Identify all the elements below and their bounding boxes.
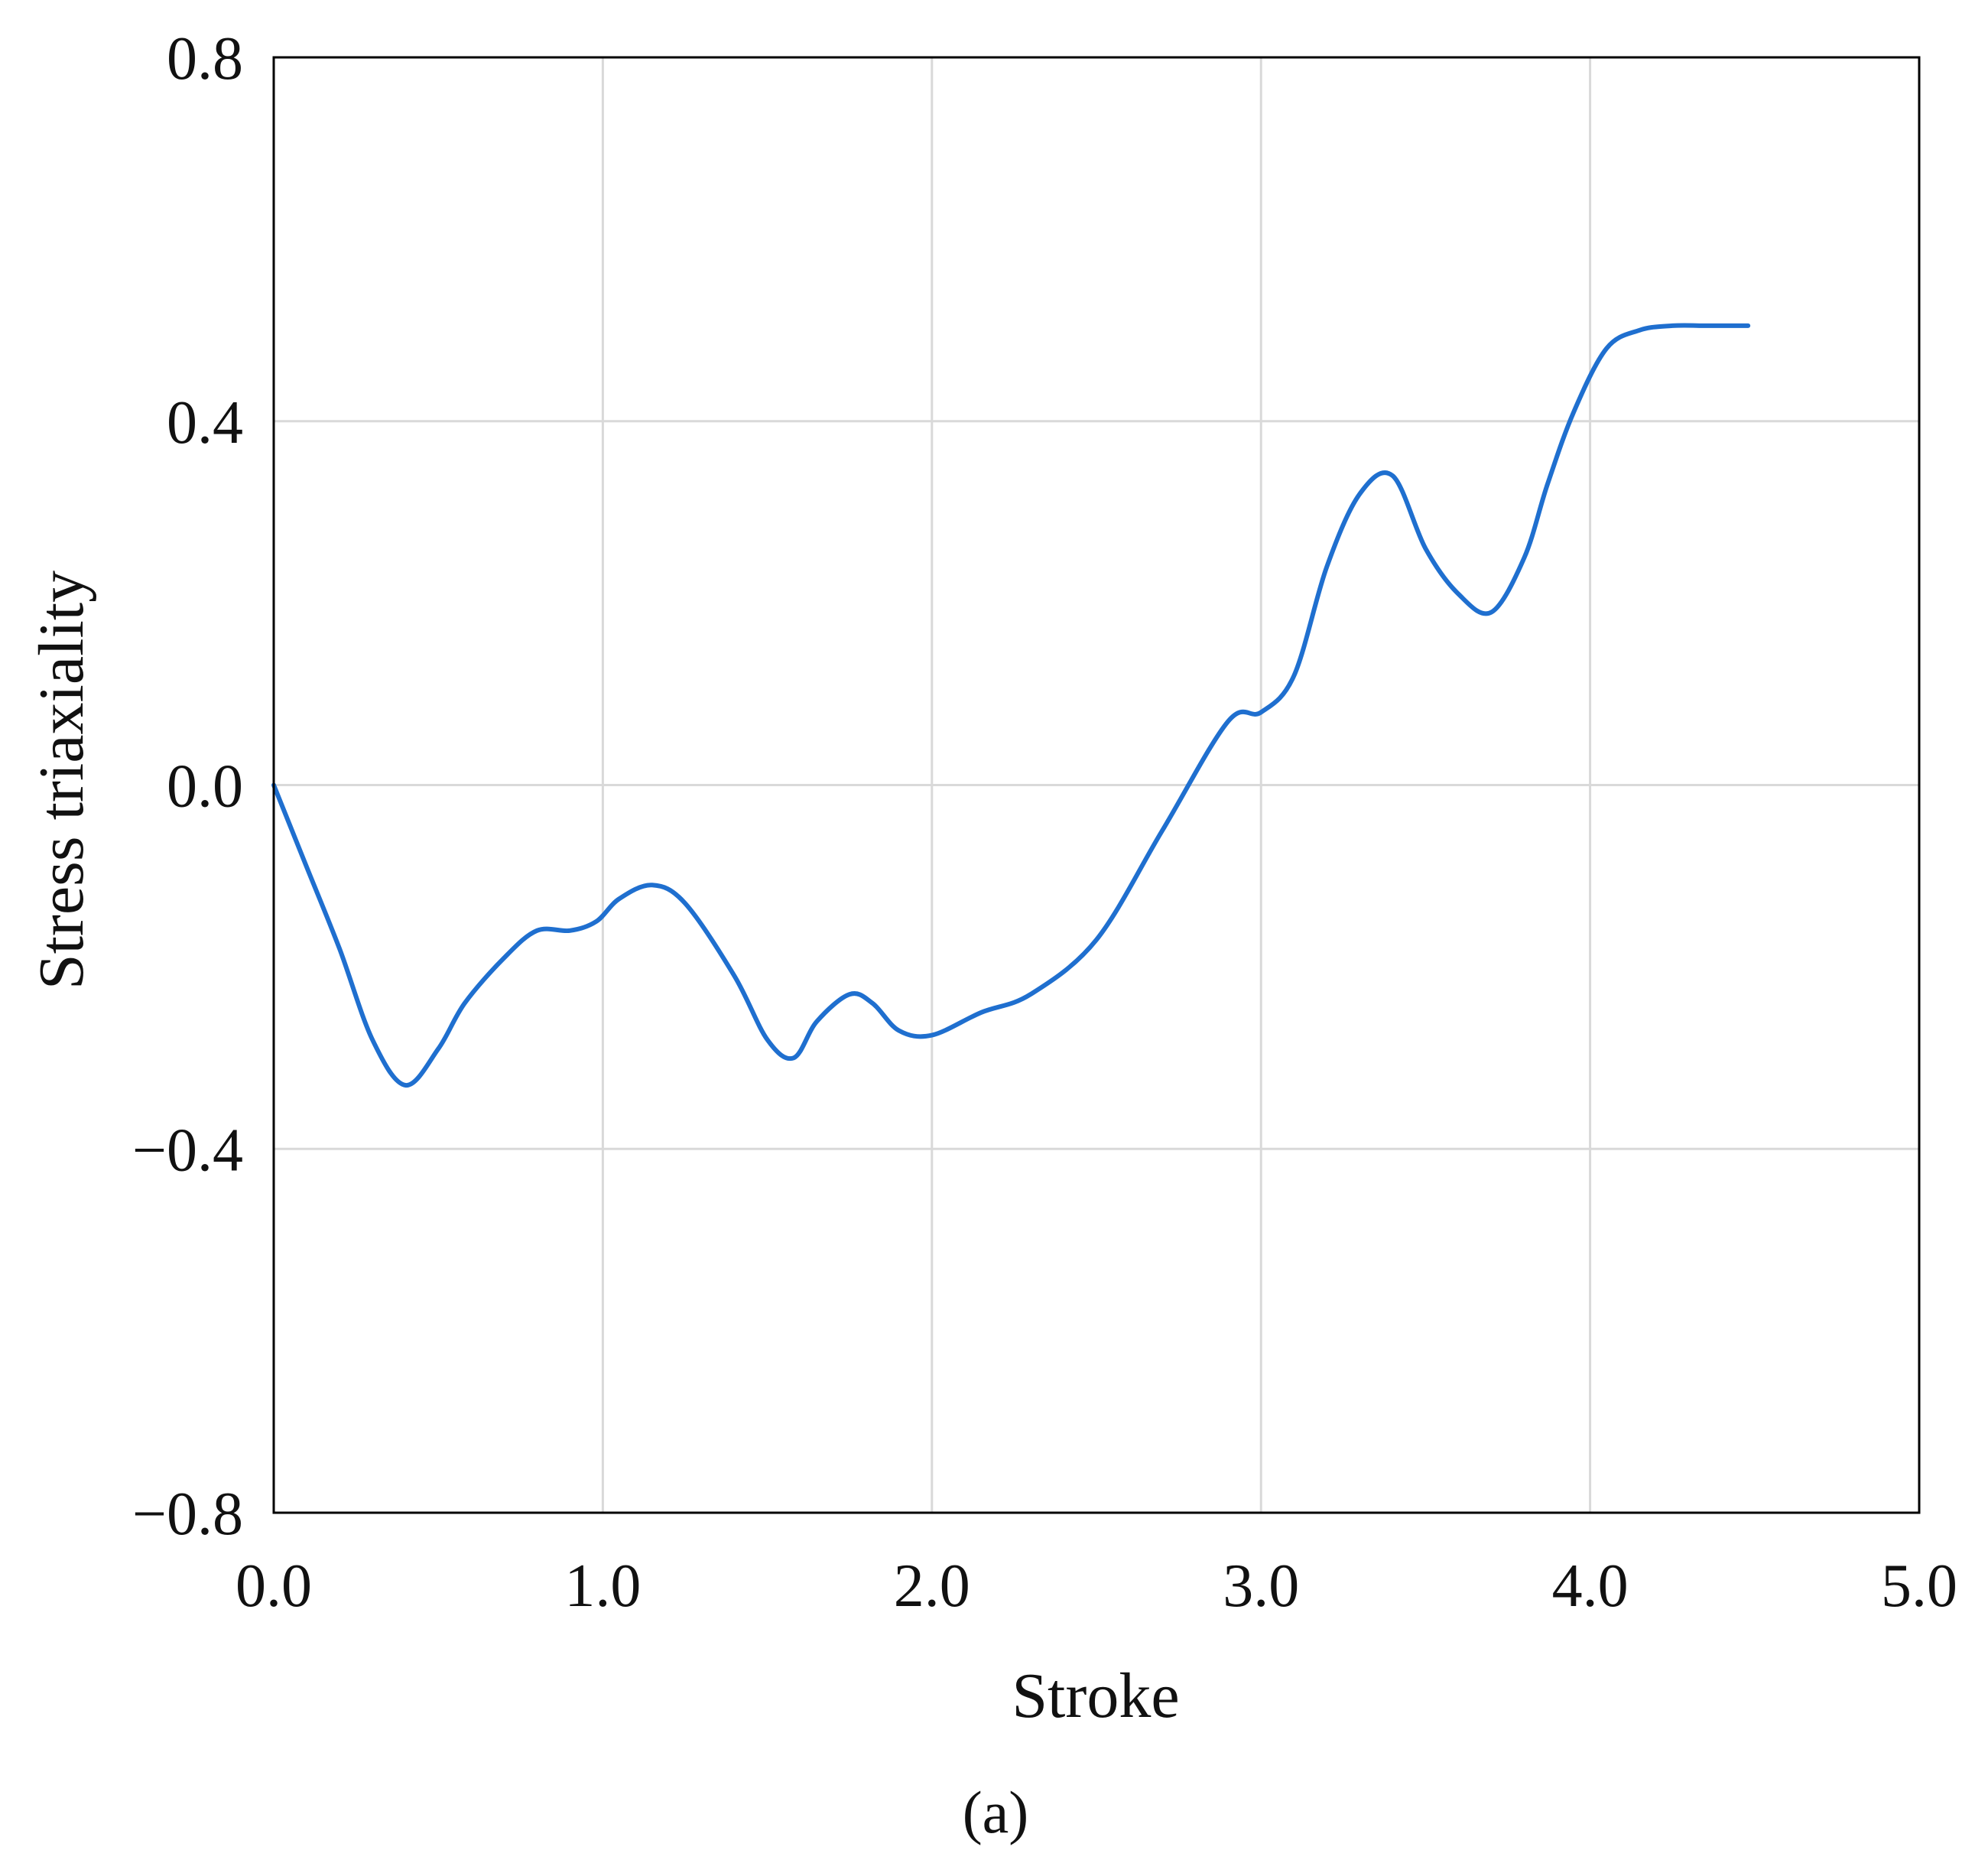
panel-label: (a): [963, 1779, 1029, 1845]
y-axis-title: Stress triaxiality: [26, 571, 97, 990]
x-tick-label: 5.0: [1881, 1553, 1957, 1620]
y-tick-label: −0.8: [132, 1481, 243, 1548]
y-tick-label: 0.0: [167, 753, 243, 821]
x-tick-label: 0.0: [236, 1553, 312, 1620]
plot-frame: [272, 56, 1921, 1514]
y-tick-label: 0.8: [167, 25, 243, 93]
series-line: [271, 323, 1751, 1088]
x-tick-label: 3.0: [1223, 1553, 1299, 1620]
y-tick-label: 0.4: [167, 389, 243, 457]
x-tick-label: 4.0: [1552, 1553, 1629, 1620]
x-tick-label: 2.0: [894, 1553, 970, 1620]
grid: [272, 56, 1921, 1514]
y-tick-labels: −0.8 −0.4 0.0 0.4 0.8: [132, 25, 243, 1548]
x-axis-title: Stroke: [1012, 1660, 1179, 1731]
y-tick-label: −0.4: [132, 1117, 243, 1184]
x-tick-label: 1.0: [564, 1553, 641, 1620]
x-tick-labels: 0.0 1.0 2.0 3.0 4.0 5.0: [236, 1553, 1957, 1620]
series-layer: [271, 323, 1751, 1088]
